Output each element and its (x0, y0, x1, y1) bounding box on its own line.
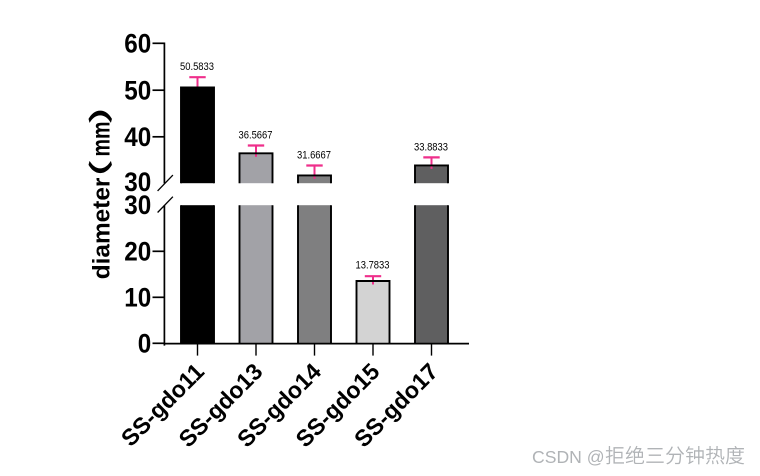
svg-text:20: 20 (124, 237, 151, 267)
svg-text:CSDN @: CSDN @ (532, 447, 605, 467)
svg-text:40: 40 (124, 122, 151, 152)
svg-text:50.5833: 50.5833 (180, 61, 214, 73)
svg-text:CSDN @: CSDN @ (533, 448, 606, 468)
svg-text:30: 30 (124, 167, 151, 197)
svg-text:30: 30 (124, 190, 151, 220)
svg-text:0: 0 (138, 329, 152, 359)
svg-text:36.5667: 36.5667 (239, 130, 273, 142)
svg-text:60: 60 (124, 29, 151, 59)
svg-text:10: 10 (124, 283, 151, 313)
svg-text:mm: mm (86, 121, 116, 156)
svg-text:diameter: diameter (89, 177, 116, 279)
svg-text:33.8833: 33.8833 (414, 141, 448, 153)
svg-text:13.7833: 13.7833 (356, 260, 390, 272)
svg-text:50: 50 (124, 76, 151, 106)
svg-text:31.6667: 31.6667 (297, 149, 331, 161)
